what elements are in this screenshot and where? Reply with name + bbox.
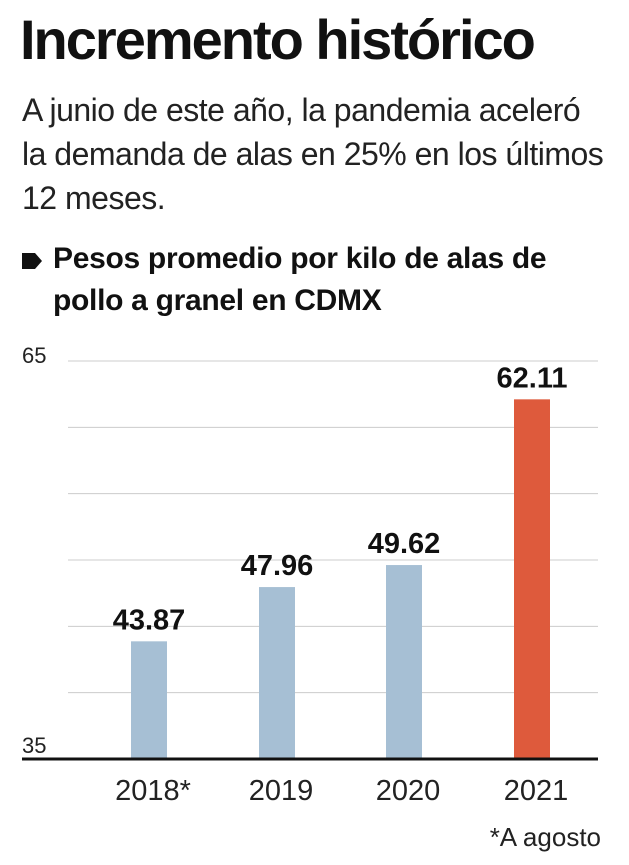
chart-subtitle: A junio de este año, la pandemia aceleró… <box>22 92 604 216</box>
bar <box>259 587 295 759</box>
y-tick-label-max: 65 <box>22 343 46 368</box>
bullet-marker-icon <box>22 253 42 269</box>
bar-value-label: 47.96 <box>241 550 314 582</box>
x-tick-label: 2021 <box>504 775 569 807</box>
bar <box>386 565 422 759</box>
x-tick-label: 2020 <box>376 775 441 807</box>
x-tick-label: 2018* <box>115 775 191 807</box>
bar-chart: 65 35 43.87 2018* 47.96 2019 49.62 2020 62.11 202… <box>22 343 598 807</box>
bar <box>514 399 550 759</box>
chart-main-title: Incremento histórico <box>20 8 536 71</box>
bar <box>131 641 167 759</box>
bar-value-label: 62.11 <box>497 362 568 394</box>
x-tick-label: 2019 <box>249 775 314 807</box>
bar-value-label: 49.62 <box>368 528 441 560</box>
chart-title: Pesos promedio por kilo de alas de pollo… <box>53 242 547 317</box>
footnote: *A agosto <box>489 822 601 852</box>
bar-value-label: 43.87 <box>113 604 186 636</box>
y-tick-label-min: 35 <box>22 733 46 758</box>
